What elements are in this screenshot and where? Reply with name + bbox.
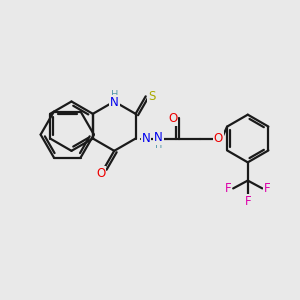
Text: F: F bbox=[244, 195, 251, 208]
Text: F: F bbox=[225, 182, 231, 195]
Text: S: S bbox=[148, 90, 155, 103]
Text: H: H bbox=[155, 140, 162, 150]
Text: O: O bbox=[168, 112, 177, 125]
Text: N: N bbox=[110, 96, 118, 109]
Text: O: O bbox=[214, 132, 223, 145]
Text: F: F bbox=[264, 182, 271, 195]
Text: H: H bbox=[110, 90, 118, 100]
Text: N: N bbox=[154, 131, 163, 144]
Text: N: N bbox=[142, 132, 151, 145]
Text: O: O bbox=[96, 167, 105, 180]
